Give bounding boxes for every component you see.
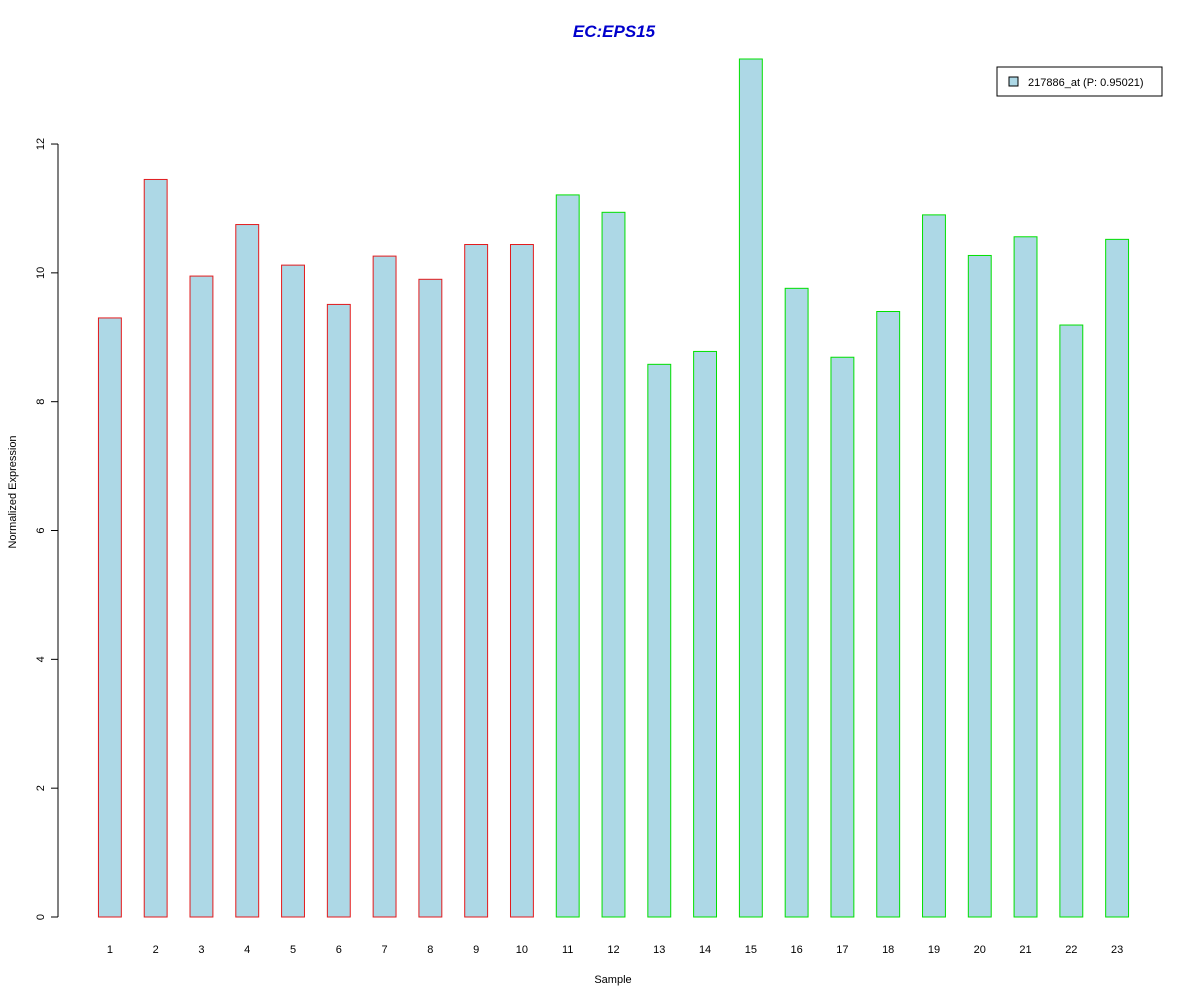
- x-tick-label: 15: [745, 944, 757, 956]
- x-tick-label: 7: [382, 944, 388, 956]
- chart-title: EC:EPS15: [573, 22, 656, 41]
- y-axis-label: Normalized Expression: [7, 435, 19, 548]
- x-tick-label: 18: [882, 944, 894, 956]
- x-tick-label: 23: [1111, 944, 1123, 956]
- x-tick-label: 16: [791, 944, 803, 956]
- y-tick-label: 12: [35, 138, 47, 150]
- bar-sample-14: [693, 350, 718, 918]
- bar-sample-10: [509, 244, 534, 918]
- legend-box: [996, 66, 1163, 97]
- x-tick-label: 22: [1065, 944, 1077, 956]
- x-tick-label: 19: [928, 944, 940, 956]
- x-tick-label: 1: [107, 944, 113, 956]
- x-tick-label: 13: [653, 944, 665, 956]
- bar-sample-3: [189, 275, 214, 918]
- y-tick-label: 4: [35, 656, 47, 662]
- y-tick-label: 10: [35, 267, 47, 279]
- x-tick-label: 11: [562, 944, 573, 956]
- y-axis: 0 2 4 6 8 10 12: [35, 138, 59, 920]
- bar-sample-2: [143, 178, 168, 918]
- bar-sample-23: [1105, 238, 1130, 918]
- bar-sample-6: [326, 303, 351, 918]
- bars: [97, 58, 1130, 918]
- x-tick-label: 6: [336, 944, 342, 956]
- bar-sample-9: [464, 244, 489, 918]
- x-axis-label: Sample: [594, 974, 631, 986]
- y-tick-label: 2: [35, 785, 47, 791]
- legend-label: 217886_at (P: 0.95021): [1028, 77, 1144, 89]
- bar-sample-4: [235, 224, 260, 918]
- y-tick-label: 0: [35, 914, 47, 920]
- x-tick-label: 17: [836, 944, 848, 956]
- bar-sample-7: [372, 255, 397, 918]
- x-tick-label: 20: [974, 944, 986, 956]
- bar-sample-11: [555, 194, 580, 918]
- bar-sample-18: [876, 311, 901, 918]
- bar-sample-13: [647, 363, 672, 918]
- legend: 217886_at (P: 0.95021): [996, 66, 1163, 97]
- bar-sample-16: [784, 287, 809, 918]
- x-tick-label: 10: [516, 944, 528, 956]
- y-tick-label: 8: [35, 399, 47, 405]
- x-tick-labels: 1 2 3 4 5 6 7 8 9 10 11 12 13 14 15 16 17 18 19 20 21 22 23: [107, 944, 1123, 956]
- x-tick-label: 2: [153, 944, 159, 956]
- bar-sample-12: [601, 211, 626, 918]
- legend-swatch: [1008, 76, 1019, 87]
- bar-sample-22: [1059, 324, 1084, 918]
- bar-sample-20: [967, 254, 992, 918]
- x-tick-label: 14: [699, 944, 711, 956]
- bar-sample-19: [922, 214, 946, 918]
- x-tick-label: 9: [473, 944, 479, 956]
- bar-sample-15: [738, 58, 763, 918]
- bar-sample-5: [281, 264, 305, 918]
- bar-sample-17: [830, 356, 855, 918]
- x-tick-label: 4: [244, 944, 250, 956]
- x-tick-label: 5: [290, 944, 296, 956]
- bar-sample-8: [418, 278, 443, 918]
- bar-sample-21: [1013, 236, 1038, 918]
- y-tick-label: 6: [35, 527, 47, 533]
- x-tick-label: 12: [607, 944, 619, 956]
- x-tick-label: 3: [198, 944, 204, 956]
- bar-sample-1: [97, 317, 122, 918]
- x-tick-label: 8: [427, 944, 433, 956]
- x-tick-label: 21: [1019, 944, 1031, 956]
